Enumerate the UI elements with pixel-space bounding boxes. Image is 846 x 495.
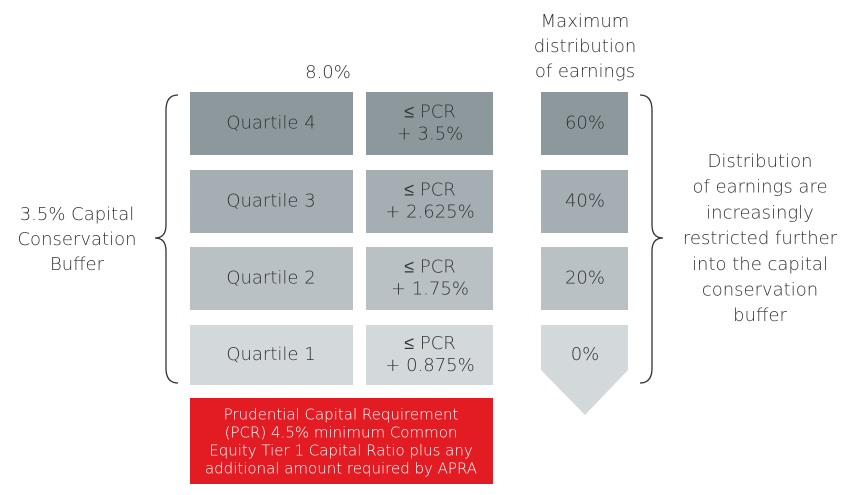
distribution-label: 0% [571, 344, 600, 365]
footer: Prudential Capital Requirement(PCR) 4.5%… [205, 406, 477, 478]
left-label-line: Conservation [17, 229, 136, 250]
distribution-arrow [541, 325, 628, 415]
pcr-box [366, 92, 493, 155]
pcr-label: ≤ PCR [404, 257, 456, 278]
quartile-label: Quartile 4 [226, 113, 315, 134]
quartile-label: Quartile 3 [226, 191, 315, 212]
pcr-box [366, 247, 493, 310]
header: Maximum distribution of earnings [534, 11, 637, 82]
left-label-line: Buffer [50, 254, 105, 275]
header-line: of earnings [535, 61, 635, 82]
pcr-label: ≤ PCR [404, 102, 456, 123]
top-label: 8.0% [305, 62, 351, 83]
quartile-box [190, 92, 353, 155]
right-label-line: increasingly [706, 202, 814, 223]
quartile-label: Quartile 1 [226, 344, 315, 365]
right-label-line: conservation [702, 280, 818, 301]
right-brace [639, 94, 664, 384]
right-label-line: of earnings are [692, 177, 827, 198]
pcr-label: + 1.75% [391, 279, 469, 300]
quartile-box [190, 247, 353, 310]
pcr-label: ≤ PCR [404, 333, 456, 354]
footer-box [190, 398, 493, 484]
footer-line: additional amount required by APRA [205, 460, 477, 478]
header-line: Maximum [541, 11, 630, 32]
right-label: Distribution of earnings are increasingly r… [683, 151, 838, 326]
distribution-label: 40% [565, 191, 605, 212]
right-label-line: into the capital [692, 254, 828, 275]
pcr-label: + 2.625% [385, 202, 474, 223]
right-label-line: buffer [733, 305, 787, 326]
distribution-box [541, 92, 628, 155]
quartile-box [190, 325, 353, 385]
pcr-label: + 3.5% [397, 124, 464, 145]
distribution-box [541, 247, 628, 310]
distribution-box [541, 170, 628, 233]
pcr-label: + 0.875% [385, 355, 474, 376]
distribution-label: 20% [565, 268, 605, 289]
right-label-line: restricted further [683, 228, 838, 249]
rows: Quartile 4≤ PCR+ 3.5%60%Quartile 3≤ PCR+… [190, 92, 628, 415]
header-line: distribution [534, 36, 637, 57]
footer-line: (PCR) 4.5% minimum Common [225, 424, 458, 442]
right-label-line: Distribution [707, 151, 812, 172]
left-label-line: 3.5% Capital [20, 204, 135, 225]
pcr-box [366, 170, 493, 233]
quartile-box [190, 170, 353, 233]
pcr-box [366, 325, 493, 385]
quartile-label: Quartile 2 [226, 268, 315, 289]
distribution-label: 60% [565, 113, 605, 134]
left-brace [154, 94, 179, 384]
footer-line: Prudential Capital Requirement [224, 406, 459, 424]
left-label: 3.5% Capital Conservation Buffer [17, 204, 136, 275]
pcr-label: ≤ PCR [404, 180, 456, 201]
footer-line: Equity Tier 1 Capital Ratio plus any [209, 442, 473, 460]
